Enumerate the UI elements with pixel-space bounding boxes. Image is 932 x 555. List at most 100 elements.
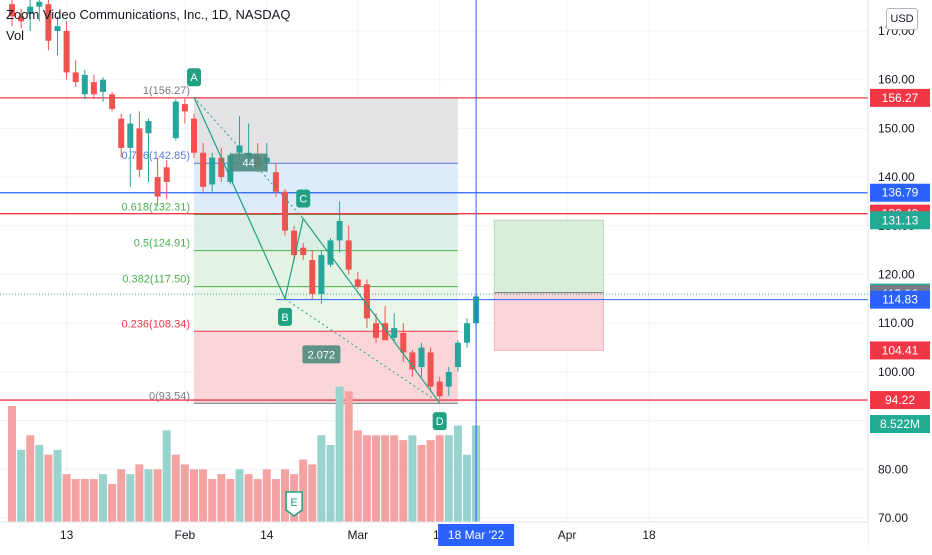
fib-level-label: 0.5(124.91) [134, 238, 190, 250]
volume-bar [244, 474, 253, 522]
price-tick-label: 140.00 [878, 170, 915, 184]
crosshair-time-badge [438, 524, 515, 546]
price-tick-label: 160.00 [878, 73, 915, 87]
price-tick-label: 120.00 [878, 268, 915, 282]
volume-bar [235, 469, 244, 522]
volume-bar [271, 479, 280, 522]
fib-zone [194, 286, 458, 332]
price-tick-label: 70.00 [878, 511, 908, 525]
fib-zone [194, 331, 458, 404]
candle-body [27, 6, 34, 14]
candle-body [181, 104, 188, 112]
price-badge [870, 391, 930, 410]
volume-bar [353, 430, 362, 522]
candle-body [100, 79, 106, 92]
volume-bar [217, 474, 226, 522]
volume-bar [190, 469, 198, 522]
candle-body [291, 230, 298, 256]
volume-bar [53, 449, 62, 522]
position-target-zone [493, 219, 604, 294]
candle-body [90, 82, 97, 95]
volume-bar [44, 454, 53, 522]
volume-bar [362, 435, 371, 522]
candle-body [391, 328, 398, 338]
candle-body [409, 352, 416, 370]
volume-bar [199, 469, 208, 522]
volume-bar [262, 469, 271, 522]
candle-body [218, 157, 225, 178]
volume-bar [308, 464, 317, 522]
candle-body [345, 240, 352, 270]
candle-body [18, 16, 25, 22]
candle-body [354, 279, 361, 287]
fib-zone [194, 214, 458, 251]
volume-bar [463, 454, 471, 522]
price-badge-label: 136.79 [882, 186, 919, 200]
volume-legend-label: Vol [6, 28, 25, 43]
candle-body [63, 31, 70, 73]
candle-body [54, 26, 61, 31]
volume-bar [62, 474, 71, 522]
candle-body [36, 1, 43, 7]
volume-bar [317, 435, 326, 522]
candle-body [382, 323, 389, 341]
volume-bar [390, 435, 399, 522]
abcd-point-badge [278, 307, 292, 326]
volume-bar [135, 464, 144, 522]
price-badge-label: 114.83 [882, 293, 918, 307]
volume-bar [153, 469, 162, 522]
currency-button[interactable]: USD [886, 8, 918, 30]
price-tick-label: 80.00 [878, 462, 908, 476]
candle-body [200, 152, 207, 187]
volume-bar [35, 444, 44, 522]
chart-title: Zoom Video Communications, Inc., 1D, NAS… [6, 7, 291, 22]
candle-body [282, 191, 288, 231]
candle-body [309, 259, 316, 294]
volume-bar [26, 435, 35, 522]
candle-body [454, 342, 461, 368]
candle-body [172, 101, 179, 139]
volume-bar [326, 444, 335, 522]
fib-zone [194, 163, 458, 215]
candle-body [373, 323, 379, 338]
volume-bar [253, 479, 262, 522]
volume-bar [80, 479, 89, 522]
volume-bar [171, 454, 180, 522]
crosshair-time-label: 18 Mar '22 [448, 528, 505, 542]
event-marker-icon [285, 491, 303, 517]
pattern-ratio-label: 2.072 [308, 349, 336, 361]
volume-bar [117, 469, 126, 522]
volume-bar [208, 479, 217, 522]
volume-bar [144, 469, 153, 522]
price-tick-label: 150.00 [878, 121, 915, 135]
volume-bar [71, 479, 80, 522]
price-tick-label: 100.00 [878, 365, 915, 379]
price-tick-label: 110.00 [878, 316, 914, 330]
event-marker-label: E [290, 497, 297, 509]
price-badge [870, 183, 930, 202]
price-badge [870, 88, 930, 107]
fib-level-label: 0.618(132.31) [122, 202, 191, 214]
price-badge-label: 131.13 [882, 213, 919, 227]
price-badge-label: 104.41 [882, 343, 919, 357]
volume-bar [399, 440, 408, 522]
volume-bar [435, 435, 444, 522]
pattern-ratio-label: 44 [242, 157, 254, 169]
candle-body [136, 128, 143, 170]
price-badge-label: 156.27 [882, 91, 919, 105]
candle-body [363, 284, 370, 319]
candle-body [72, 72, 79, 83]
abcd-point-label: C [299, 193, 307, 205]
abcd-ratio-line [284, 298, 440, 404]
candle-body [300, 247, 307, 256]
position-stop-zone [493, 292, 604, 351]
candle-body [163, 167, 170, 182]
pattern-ratio-badge [302, 345, 341, 364]
price-badge [870, 341, 930, 360]
candle-body [118, 118, 125, 148]
candle-body [45, 4, 52, 41]
candle-body [236, 145, 243, 153]
candle-body [336, 220, 343, 241]
